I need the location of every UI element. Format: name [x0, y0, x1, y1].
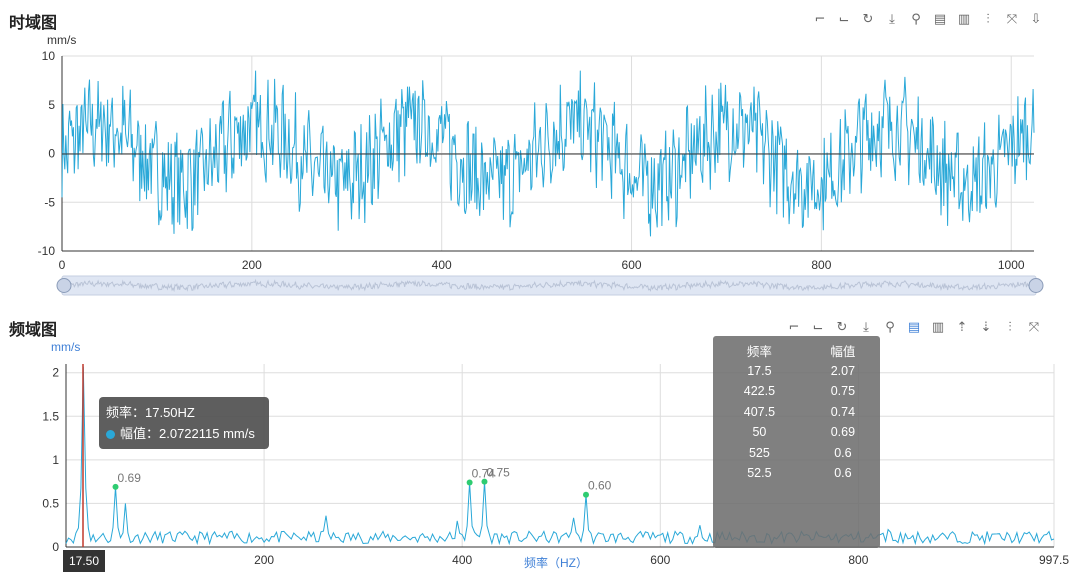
tooltip-freq: 频率：17.50HZ — [106, 405, 195, 420]
zoom-slider-preview — [61, 278, 1035, 293]
crop-icon[interactable]: ⌐ — [814, 12, 826, 27]
table-cell: 0.6 — [834, 466, 852, 481]
x-tick-label: 800 — [848, 553, 868, 567]
peak-marker — [481, 478, 488, 485]
table-cell: 0.75 — [830, 384, 856, 399]
table-row: 50 0.69 — [713, 422, 880, 443]
crop-icon[interactable]: ⌐ — [788, 320, 800, 335]
freq-tooltip: 频率：17.50HZ 幅值：2.0722115 mm/s — [99, 397, 269, 449]
peak-marker — [583, 491, 589, 498]
sliders-icon[interactable]: ⫶ — [1008, 320, 1012, 335]
x-pointer-label: 17.50 — [63, 550, 105, 572]
y-tick-label: 0.5 — [42, 496, 59, 510]
y-tick-label: -5 — [44, 195, 55, 209]
peak-label: 0.75 — [486, 466, 510, 480]
peak-label: 0.69 — [118, 471, 142, 485]
peak-label: 0.60 — [588, 479, 612, 493]
y-tick-label: 0 — [52, 540, 59, 554]
x-tick-label: 600 — [622, 258, 642, 272]
data-view-icon[interactable]: ▤ — [907, 320, 921, 335]
y-tick-label: 1.5 — [42, 409, 59, 423]
freq-x-axis-label: 频率（HZ） — [524, 555, 588, 570]
x-tick-label: 0 — [59, 258, 66, 272]
time-unit-label: mm/s — [47, 33, 76, 47]
download-icon[interactable]: ⤓ — [863, 320, 869, 335]
freq-panel-title: 频域图 — [9, 320, 58, 339]
crop-back-icon[interactable]: ⌙ — [838, 12, 850, 27]
table-cell: 0.74 — [830, 404, 856, 419]
table-cell: 52.5 — [747, 466, 772, 481]
bar-icon[interactable]: ▥ — [957, 12, 971, 27]
table-cell: 50 — [752, 425, 767, 440]
table-cell: 2.07 — [830, 363, 856, 378]
table-row: 17.5 2.07 — [713, 361, 880, 382]
marker-icon[interactable]: ⚲ — [911, 12, 921, 27]
table-cell: 422.5 — [743, 384, 776, 399]
series-dot-icon — [106, 430, 115, 440]
time-domain-chart[interactable]: mm/s 10 5 0 -5 -10 0 200 400 600 800 1000 — [0, 0, 1080, 300]
freq-series-line — [65, 366, 1055, 546]
x-tick-label: 400 — [452, 553, 472, 567]
table-header: 幅值 — [830, 344, 856, 359]
sliders-icon[interactable]: ⫶ — [986, 12, 990, 27]
data-view-icon[interactable]: ▤ — [933, 12, 947, 27]
time-toolbar: ⌐ ⌙ ↻ ⤓ ⚲ ▤ ▥ ⫶ ⤧ ⇩ — [811, 11, 1045, 29]
x-tick-label: 400 — [432, 258, 452, 272]
zoom-handle-left[interactable] — [56, 278, 72, 293]
bar-icon[interactable]: ▥ — [931, 320, 945, 335]
table-row: 52.5 0.6 — [713, 463, 880, 484]
sort-asc-icon[interactable]: ⇡ — [956, 320, 968, 335]
y-tick-label: 5 — [48, 98, 55, 112]
x-tick-label: 200 — [254, 553, 274, 567]
tooltip-amp: 幅值：2.0722115 mm/s — [120, 426, 255, 441]
marker-icon[interactable]: ⚲ — [885, 320, 895, 335]
y-tick-label: 1 — [52, 453, 59, 467]
table-cell: 525 — [748, 445, 770, 460]
x-tick-label: 200 — [242, 258, 262, 272]
freq-unit-label: mm/s — [51, 340, 80, 354]
table-cell: 407.5 — [743, 404, 776, 419]
split-icon[interactable]: ⤧ — [1006, 12, 1018, 27]
x-tick-label: 1000 — [998, 258, 1025, 272]
freq-toolbar: ⌐ ⌙ ↻ ⤓ ⚲ ▤ ▥ ⇡ ⇣ ⫶ ⤧ — [785, 319, 1043, 337]
x-tick-label: 997.5 — [1039, 553, 1069, 567]
peak-data-table: 频率 幅值 17.5 2.07 422.5 0.75 407.5 0.74 50 0.69 525… — [713, 336, 880, 548]
reset-icon[interactable]: ↻ — [836, 320, 848, 335]
x-tick-label: 600 — [650, 553, 670, 567]
table-row: 407.5 0.74 — [713, 402, 880, 423]
table-cell: 17.5 — [747, 363, 772, 378]
download-icon[interactable]: ⤓ — [889, 12, 895, 27]
x-tick-label: 800 — [811, 258, 831, 272]
peak-label: 0.74 — [472, 467, 496, 481]
save-icon[interactable]: ⇩ — [1030, 12, 1042, 27]
reset-icon[interactable]: ↻ — [862, 12, 874, 27]
table-row: 525 0.6 — [713, 443, 880, 464]
time-series-line — [61, 70, 1035, 237]
table-cell: 0.6 — [834, 445, 852, 460]
y-tick-label: -10 — [38, 244, 56, 258]
y-tick-label: 0 — [48, 147, 55, 161]
peak-marker — [466, 479, 473, 486]
table-header: 频率 — [746, 344, 772, 359]
split-icon[interactable]: ⤧ — [1028, 320, 1040, 335]
crop-back-icon[interactable]: ⌙ — [812, 320, 824, 335]
zoom-handle-right[interactable] — [1028, 278, 1044, 293]
table-row: 422.5 0.75 — [713, 381, 880, 402]
sort-desc-icon[interactable]: ⇣ — [980, 320, 992, 335]
y-tick-label: 2 — [52, 366, 59, 380]
peak-marker — [112, 483, 119, 490]
time-panel-title: 时域图 — [9, 13, 58, 32]
y-tick-label: 10 — [42, 49, 56, 63]
table-cell: 0.69 — [830, 425, 856, 440]
